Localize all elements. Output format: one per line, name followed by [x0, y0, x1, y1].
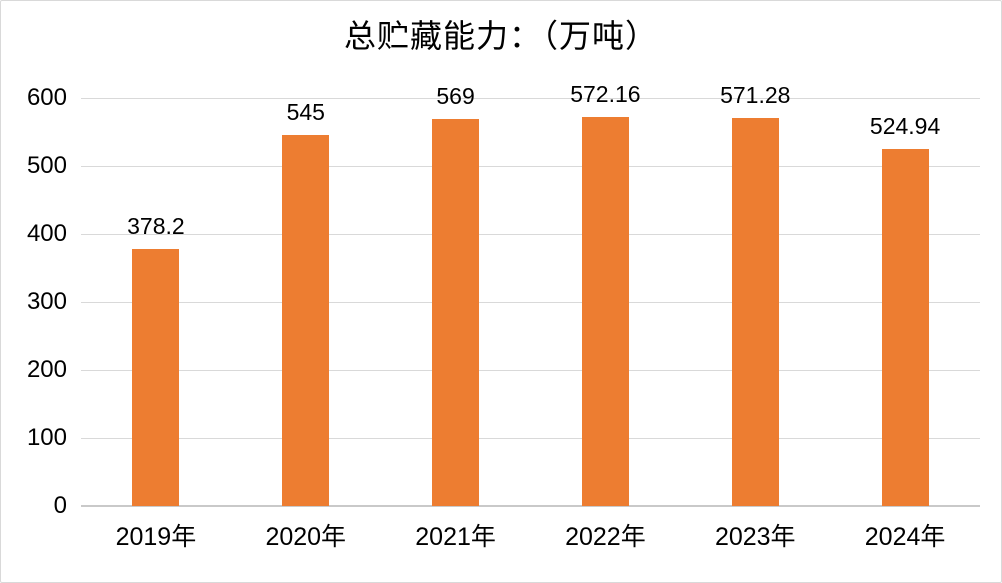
x-axis-tick-label: 2023年: [714, 523, 796, 551]
gridline: [81, 370, 980, 371]
bar-value-label: 378.2: [127, 212, 185, 239]
bar-value-label: 545: [286, 99, 325, 126]
y-axis-tick-label: 200: [26, 356, 67, 383]
bar-2022年: [581, 116, 629, 506]
y-axis-tick-label: 100: [26, 424, 67, 451]
bar-2024年: [881, 149, 929, 506]
plot-area: [81, 98, 980, 507]
gridline: [81, 302, 980, 303]
x-axis-line: [81, 505, 980, 507]
bar-2020年: [282, 135, 330, 506]
chart-title: 总贮藏能力：（万吨）: [343, 17, 658, 55]
gridline: [81, 98, 980, 99]
x-axis-tick-label: 2019年: [115, 523, 197, 551]
bar-value-label: 524.94: [869, 113, 941, 140]
bar-2023年: [731, 117, 779, 506]
y-axis-tick-label: 300: [26, 288, 67, 315]
x-axis-tick-label: 2022年: [565, 523, 646, 551]
bar-value-label: 569: [436, 83, 475, 110]
bar-value-label: 572.16: [570, 80, 641, 107]
x-axis-tick-label: 2020年: [265, 523, 347, 551]
bar-2021年: [432, 119, 480, 506]
x-axis-tick-label: 2024年: [864, 523, 946, 551]
gridline: [81, 234, 980, 235]
bar-2019年: [132, 248, 180, 506]
y-axis-tick-label: 600: [26, 84, 67, 111]
y-axis-tick-label: 0: [53, 492, 67, 519]
x-axis-tick-label: 2021年: [415, 523, 496, 551]
gridline: [81, 166, 980, 167]
bar-value-label: 571.28: [720, 81, 791, 108]
gridline: [81, 438, 980, 439]
y-axis-tick-label: 500: [26, 152, 67, 179]
y-axis-tick-label: 400: [26, 220, 67, 247]
